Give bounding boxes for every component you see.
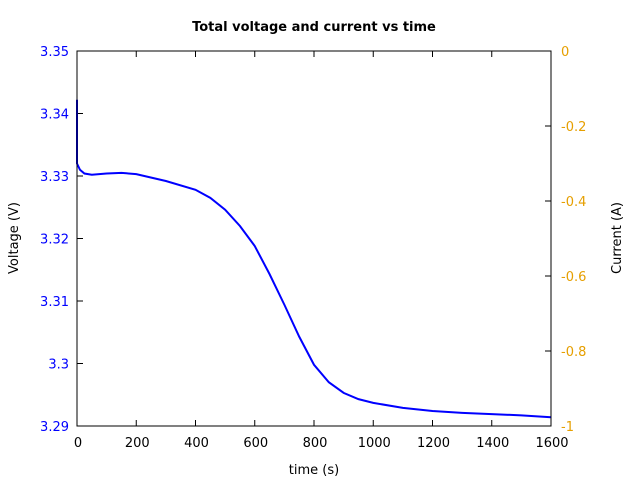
x-tick-label: 1600 [535,436,568,451]
y-tick-label: 3.34 [40,108,69,123]
x-axis-label: time (s) [289,463,339,478]
y2-tick-label: -0.4 [561,195,586,210]
x-tick-label: 800 [303,436,328,451]
y2-tick-label: -1 [561,420,574,435]
y2-axis-ticks: -1 -0.8 -0.6 -0.4 -0.2 0 [545,45,586,435]
x-tick-label: 0 [74,436,82,451]
y-axis-label: Voltage (V) [7,202,22,274]
y2-tick-label: -0.8 [561,345,586,360]
y-tick-label: 3.33 [40,170,69,185]
voltage-line [76,99,552,419]
chart-title: Total voltage and current vs time [192,20,436,35]
y-tick-label: 3.29 [40,420,69,435]
x-tick-label: 1200 [417,436,450,451]
y2-axis-label: Current (A) [610,202,625,274]
y2-tick-label: 0 [561,45,569,60]
x-axis-ticks: 0 200 400 600 800 1000 1200 1400 1600 [74,51,569,451]
x-tick-label: 600 [243,436,268,451]
x-tick-label: 400 [184,436,209,451]
y-tick-label: 3.31 [40,295,69,310]
y-axis-ticks: 3.29 3.3 3.31 3.32 3.33 3.34 3.35 [40,45,83,435]
x-tick-label: 1000 [358,436,391,451]
x-tick-label: 1400 [476,436,509,451]
x-tick-label: 200 [125,436,150,451]
y2-tick-label: -0.6 [561,270,586,285]
y-tick-label: 3.3 [48,358,69,373]
y-tick-label: 3.32 [40,233,69,248]
y2-tick-label: -0.2 [561,120,586,135]
y-tick-label: 3.35 [40,45,69,60]
plot-frame [76,50,552,427]
